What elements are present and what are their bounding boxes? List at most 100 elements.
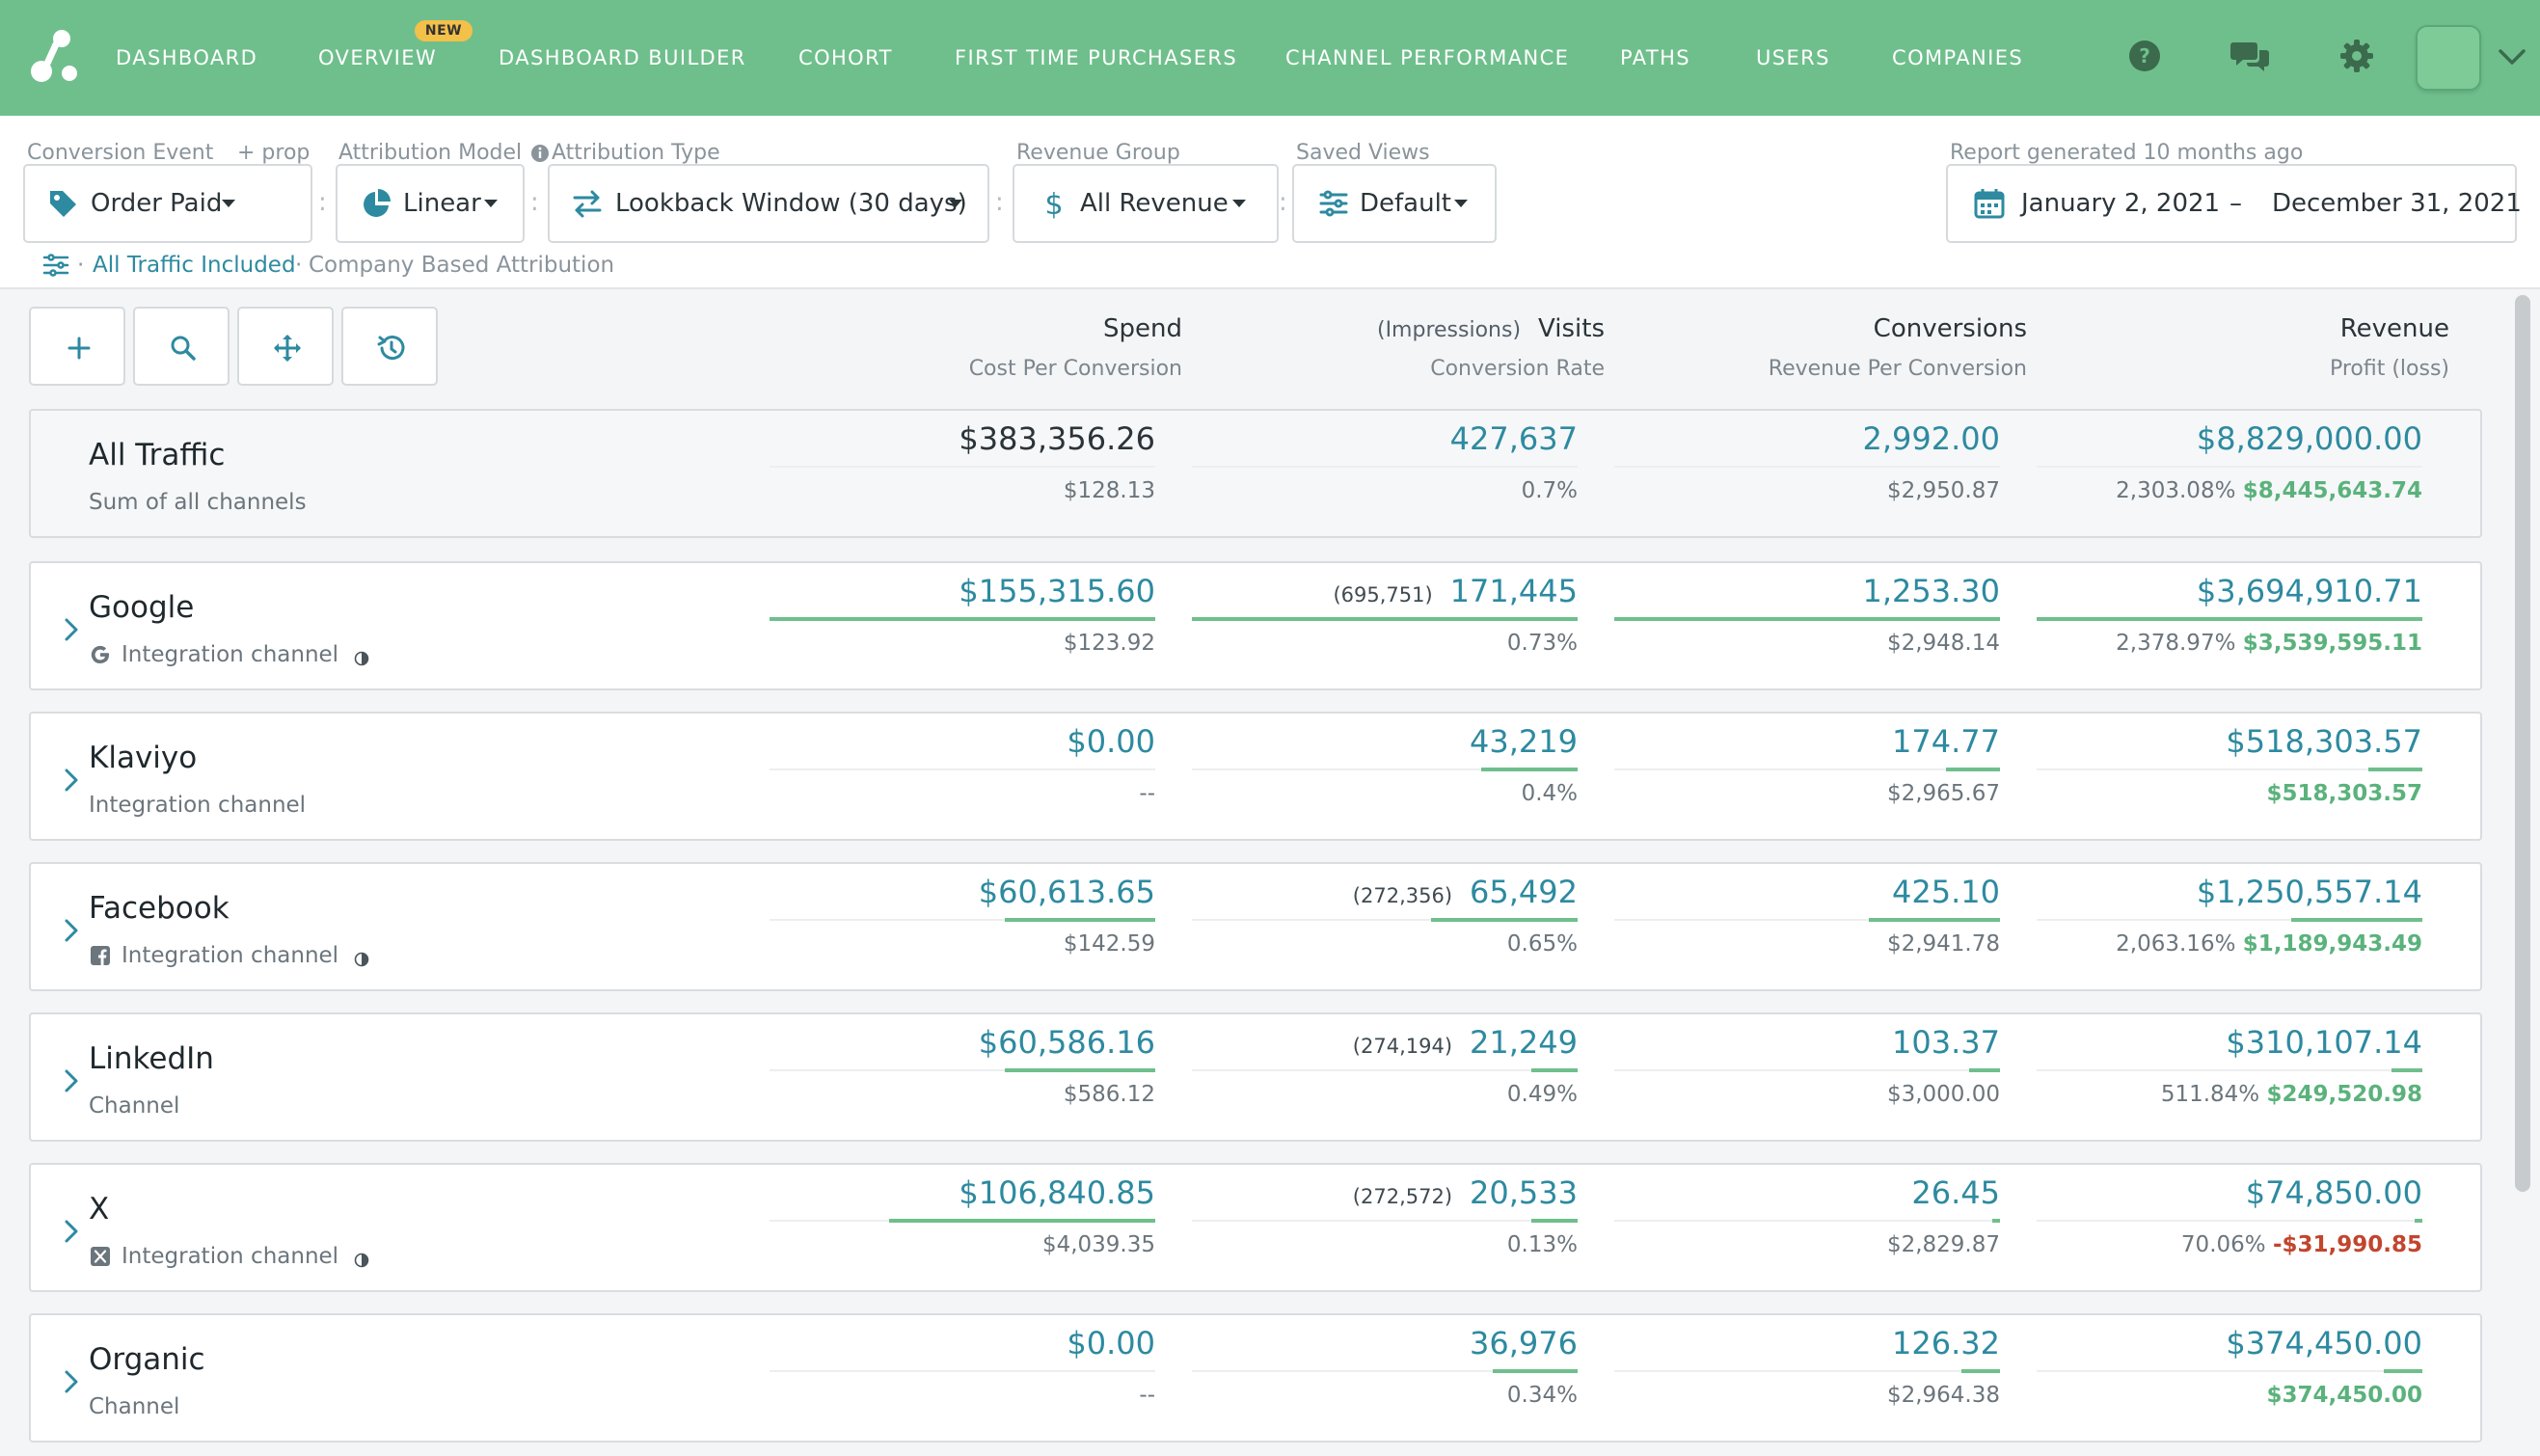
info-icon[interactable] (530, 144, 550, 163)
visits-bar (1531, 1219, 1578, 1223)
visits-cell: 36,976 0.34% (1192, 1325, 1578, 1408)
conversion-event-dropdown[interactable]: Order Paid (23, 164, 312, 243)
filter-sliders-icon[interactable] (42, 253, 69, 278)
help-icon[interactable]: ? (2125, 37, 2164, 75)
svg-text:?: ? (2139, 44, 2150, 67)
top-navigation: DASHBOARD OVERVIEW NEW DASHBOARD BUILDER… (0, 0, 2540, 116)
app-logo[interactable] (27, 27, 85, 85)
conversions-cell: 2,992.00 $2,950.87 (1614, 420, 2000, 503)
nav-dashboard[interactable]: DASHBOARD (116, 46, 258, 69)
nav-cohort[interactable]: COHORT (798, 46, 893, 69)
conv-rate-value: 0.4% (1521, 781, 1578, 806)
visits-cell: (274,194) 21,249 0.49% (1192, 1024, 1578, 1107)
nav-first-time-purchasers[interactable]: FIRST TIME PURCHASERS (955, 46, 1238, 69)
bar-track (1192, 1220, 1578, 1222)
conv-rate-value: 0.65% (1506, 931, 1578, 957)
column-header-spend[interactable]: Spend Cost Per Conversion (797, 314, 1182, 381)
spend-bar (1005, 1068, 1155, 1072)
chevron-right-icon[interactable] (62, 766, 81, 795)
conversions-header: Conversions (1873, 314, 2027, 343)
chevron-right-icon[interactable] (62, 916, 81, 945)
revenue-cell: $74,850.00 70.06% -$31,990.85 (2037, 1174, 2422, 1257)
rev-per-conv-value: $2,965.67 (1886, 781, 2000, 806)
bar-track (770, 768, 1155, 770)
rev-per-conv-value: $3,000.00 (1886, 1082, 2000, 1107)
channel-type: Channel (89, 1093, 180, 1119)
revenue-group-dropdown[interactable]: $ All Revenue (1013, 164, 1279, 243)
visits-cell: (695,751) 171,445 0.73% (1192, 573, 1578, 656)
channel-row-klaviyo[interactable]: Klaviyo Integration channel $0.00 -- 43,219 0… (29, 712, 2482, 841)
all-traffic-row[interactable]: All Traffic Sum of all channels $383,356.2… (29, 409, 2482, 538)
roi-value: 70.06% (2180, 1232, 2266, 1257)
bar-track (770, 1069, 1155, 1071)
column-header-conversions[interactable]: Conversions Revenue Per Conversion (1641, 314, 2027, 381)
visits-cell: 427,637 0.7% (1192, 420, 1578, 503)
search-button[interactable] (133, 307, 230, 386)
status-half-circle-icon[interactable] (354, 647, 369, 666)
sliders-icon (1319, 190, 1348, 217)
caret-down-icon (1454, 200, 1468, 207)
conversions-cell: 1,253.30 $2,948.14 (1614, 573, 2000, 656)
roi-value: 2,378.97% (2116, 631, 2236, 656)
add-prop-link[interactable]: + prop (237, 141, 311, 165)
conversions-cell: 126.32 $2,964.38 (1614, 1325, 2000, 1408)
chevron-right-icon[interactable] (62, 1367, 81, 1396)
conv-rate-value: 0.7% (1521, 478, 1578, 503)
add-button[interactable] (29, 307, 125, 386)
cost-per-conversion-header: Cost Per Conversion (968, 357, 1182, 381)
conversions-cell: 26.45 $2,829.87 (1614, 1174, 2000, 1257)
exchange-icon (573, 190, 602, 218)
saved-views-dropdown[interactable]: Default (1292, 164, 1497, 243)
chevron-right-icon[interactable] (62, 1066, 81, 1095)
chevron-right-icon[interactable] (62, 1217, 81, 1246)
traffic-filter-link[interactable]: All Traffic Included (93, 253, 296, 278)
chat-icon[interactable] (2229, 37, 2272, 75)
cpc-value: $128.13 (1063, 478, 1155, 503)
chevron-down-icon[interactable] (2498, 46, 2526, 67)
column-header-revenue[interactable]: Revenue Profit (loss) (2064, 314, 2449, 381)
conversions-value: 26.45 (1911, 1174, 2000, 1211)
spend-value: $106,840.85 (959, 1174, 1155, 1211)
chevron-right-icon[interactable] (62, 615, 81, 644)
spend-bar (1005, 918, 1155, 922)
status-half-circle-icon[interactable] (354, 948, 369, 967)
roi-value: 2,303.08% (2116, 478, 2236, 503)
spend-cell: $60,613.65 $142.59 (770, 874, 1155, 957)
revenue-cell: $3,694,910.71 2,378.97% $3,539,595.11 (2037, 573, 2422, 656)
channel-row-google[interactable]: Google Integration channel $155,315.60 $123… (29, 561, 2482, 690)
roi-value: 2,063.16% (2116, 931, 2236, 957)
attribution-type-dropdown[interactable]: Lookback Window (30 days) (548, 164, 989, 243)
nav-users[interactable]: USERS (1756, 46, 1830, 69)
status-half-circle-icon[interactable] (354, 1249, 369, 1268)
nav-overview[interactable]: OVERVIEW (318, 46, 438, 69)
history-button[interactable] (341, 307, 438, 386)
cpc-value: -- (1139, 781, 1155, 806)
move-button[interactable] (237, 307, 334, 386)
channel-row-facebook[interactable]: Facebook Integration channel $60,613.65 $14… (29, 862, 2482, 991)
conversion-event-value: Order Paid (91, 189, 223, 218)
channel-row-organic[interactable]: Organic Channel $0.00 -- 36,976 0.34% 126.32 $2… (29, 1313, 2482, 1443)
scrollbar[interactable] (2515, 295, 2530, 1192)
revenue-bar (2415, 1219, 2422, 1223)
channel-type: Integration channel (122, 1244, 339, 1269)
caret-down-icon (1232, 200, 1246, 207)
spend-cell: $106,840.85 $4,039.35 (770, 1174, 1155, 1257)
pie-chart-icon (364, 189, 391, 217)
impressions-value: (272,356) (1352, 884, 1453, 907)
nav-companies[interactable]: COMPANIES (1892, 46, 2024, 69)
user-avatar[interactable] (2416, 25, 2481, 91)
channel-type: Integration channel (122, 642, 339, 667)
bar-track (1614, 1220, 2000, 1222)
column-header-visits[interactable]: (Impressions) Visits Conversion Rate (1219, 314, 1605, 381)
channel-row-x[interactable]: X Integration channel $106,840.85 $4,039.35… (29, 1163, 2482, 1292)
nav-dashboard-builder[interactable]: DASHBOARD BUILDER (499, 46, 746, 69)
attribution-model-dropdown[interactable]: Linear (336, 164, 525, 243)
conversions-bar (1969, 1068, 2000, 1072)
settings-icon[interactable] (2337, 37, 2376, 75)
nav-paths[interactable]: PATHS (1620, 46, 1691, 69)
report-generated-text: Report generated 10 months ago (1950, 141, 2304, 165)
nav-channel-performance[interactable]: CHANNEL PERFORMANCE (1285, 46, 1570, 69)
profit-header: Profit (loss) (2329, 357, 2449, 381)
channel-row-linkedin[interactable]: LinkedIn Channel $60,586.16 $586.12 (274,194… (29, 1012, 2482, 1142)
date-range-picker[interactable]: January 2, 2021 – December 31, 2021 (1946, 164, 2522, 243)
